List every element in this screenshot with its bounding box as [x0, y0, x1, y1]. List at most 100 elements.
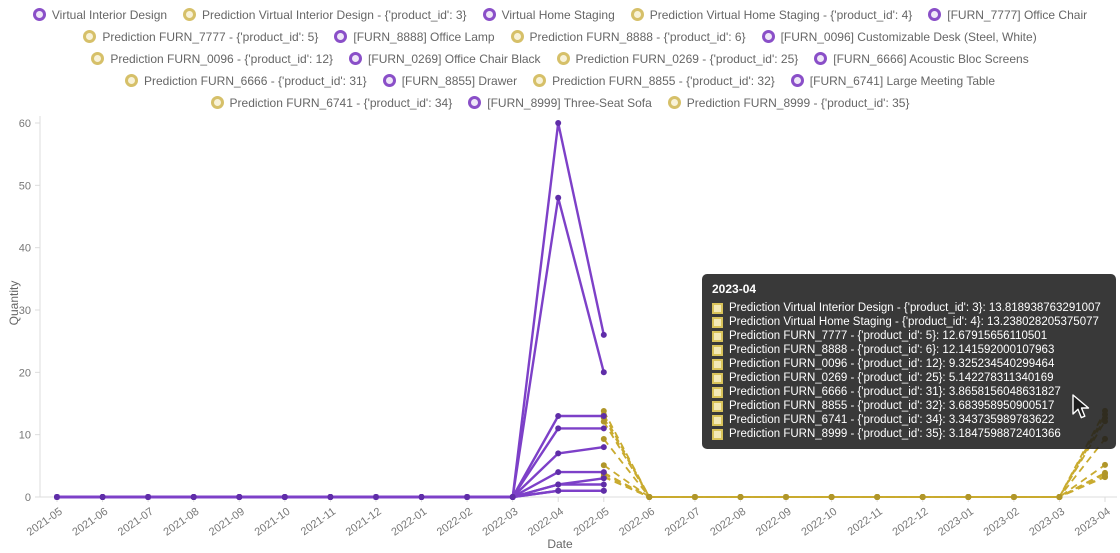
x-tick-label: 2021-07 [116, 506, 156, 539]
legend-item-label: [FURN_8999] Three-Seat Sofa [487, 95, 652, 110]
x-tick-label: 2021-09 [207, 506, 247, 539]
legend-item-label: Prediction FURN_7777 - {'product_id': 5} [102, 29, 319, 44]
x-tick-label: 2022-03 [480, 506, 520, 539]
data-point [1010, 494, 1017, 500]
legend-item[interactable]: Prediction FURN_0096 - {'product_id': 12… [91, 50, 333, 67]
tooltip-row-text: Prediction FURN_6666 - {'product_id': 31… [729, 386, 1061, 398]
legend-item[interactable]: Prediction FURN_6741 - {'product_id': 34… [210, 94, 453, 111]
tooltip-series-swatch-icon [712, 316, 723, 328]
data-point [919, 494, 926, 500]
tooltip-series-swatch-icon [712, 330, 723, 342]
data-point [828, 494, 835, 500]
legend-item[interactable]: [FURN_6666] Acoustic Bloc Screens [814, 50, 1029, 67]
legend-marker-prediction-icon [124, 74, 138, 87]
legend-item-label: Prediction FURN_8855 - {'product_id': 32… [552, 73, 775, 88]
x-tick-label: 2021-12 [344, 506, 384, 539]
y-tick-label: 50 [19, 180, 31, 192]
legend-item-label: Virtual Interior Design [51, 7, 168, 22]
legend-item[interactable]: Prediction FURN_6666 - {'product_id': 31… [124, 72, 367, 89]
tooltip-row: Prediction Virtual Interior Design - {'p… [712, 302, 1106, 314]
data-point [54, 494, 60, 500]
data-point [236, 494, 243, 500]
legend-marker-prediction-icon [83, 30, 97, 43]
mouse-cursor-icon [1072, 394, 1090, 419]
legend-item[interactable]: Prediction FURN_7777 - {'product_id': 5} [83, 28, 318, 45]
legend-item-label: Prediction FURN_8888 - {'product_id': 6} [529, 29, 746, 44]
legend-item[interactable]: Prediction FURN_8855 - {'product_id': 32… [533, 72, 775, 89]
legend-item[interactable]: Prediction FURN_8888 - {'product_id': 6} [510, 28, 746, 45]
tooltip-row-text: Prediction FURN_8888 - {'product_id': 6}… [729, 344, 1055, 356]
legend-item-label: [FURN_6741] Large Meeting Table [809, 73, 996, 88]
legend-item[interactable]: Virtual Home Staging [482, 6, 615, 23]
series-line [57, 445, 604, 499]
legend-item-label: Prediction FURN_6666 - {'product_id': 31… [143, 73, 367, 88]
tooltip-row: Prediction FURN_0269 - {'product_id': 25… [712, 372, 1106, 384]
legend-item-label: Prediction Virtual Interior Design - {'p… [202, 7, 467, 22]
data-point [600, 444, 607, 451]
legend-marker-actual-icon [334, 30, 348, 43]
data-point [600, 462, 607, 469]
tooltip-row-text: Prediction FURN_0096 - {'product_id': 12… [729, 358, 1055, 370]
legend-item-label: Prediction FURN_0269 - {'product_id': 25… [575, 51, 799, 66]
legend-marker-actual-icon [482, 8, 496, 21]
legend-item[interactable]: [FURN_0269] Office Chair Black [349, 50, 541, 67]
x-tick-label: 2023-02 [982, 506, 1022, 539]
data-point [783, 494, 789, 500]
legend-item[interactable]: Prediction Virtual Home Staging - {'prod… [630, 6, 913, 23]
y-tick-label: 30 [19, 305, 31, 317]
series-line [603, 464, 1106, 498]
data-point [600, 481, 607, 488]
data-point [600, 331, 607, 338]
data-point [555, 120, 562, 126]
tooltip-series-swatch-icon [712, 414, 723, 426]
data-point [600, 425, 607, 432]
x-tick-label: 2021-08 [161, 506, 201, 539]
legend-item[interactable]: Prediction FURN_8999 - {'product_id': 35… [667, 94, 910, 111]
data-point [600, 418, 607, 425]
tooltip-row-text: Prediction FURN_8999 - {'product_id': 35… [729, 428, 1061, 440]
legend-item[interactable]: [FURN_6741] Large Meeting Table [790, 72, 996, 89]
tooltip-series-swatch-icon [712, 302, 723, 314]
legend-item[interactable]: [FURN_8999] Three-Seat Sofa [468, 94, 652, 111]
legend-marker-prediction-icon [667, 96, 681, 109]
tooltip-series-swatch-icon [712, 386, 723, 398]
legend-item-label: Prediction FURN_6741 - {'product_id': 34… [229, 95, 453, 110]
legend: Virtual Interior Design Prediction Virtua… [0, 6, 1120, 111]
legend-marker-prediction-icon [183, 8, 197, 21]
data-point [373, 494, 379, 500]
data-point [1056, 494, 1063, 500]
legend-item-label: Prediction Virtual Home Staging - {'prod… [649, 7, 913, 22]
data-point [874, 494, 881, 500]
x-tick-label: 2022-08 [708, 506, 748, 539]
x-tick-label: 2022-05 [572, 506, 612, 539]
data-point [1102, 474, 1108, 481]
legend-item[interactable]: Prediction Virtual Interior Design - {'p… [183, 6, 467, 23]
x-tick-label: 2023-03 [1027, 506, 1067, 539]
legend-item-label: Prediction FURN_8999 - {'product_id': 35… [686, 95, 910, 110]
tooltip-row-text: Prediction FURN_8855 - {'product_id': 32… [729, 400, 1055, 412]
y-tick-label: 40 [19, 243, 31, 255]
legend-item[interactable]: [FURN_8855] Drawer [382, 72, 517, 89]
data-point [145, 494, 152, 500]
legend-item-label: [FURN_7777] Office Chair [947, 7, 1088, 22]
legend-item-label: [FURN_8888] Office Lamp [353, 29, 495, 44]
legend-item[interactable]: [FURN_0096] Customizable Desk (Steel, Wh… [761, 28, 1037, 45]
legend-item[interactable]: Prediction FURN_0269 - {'product_id': 25… [556, 50, 799, 67]
legend-item-label: Virtual Home Staging [501, 7, 615, 22]
data-point [600, 469, 607, 476]
data-point [555, 481, 562, 488]
x-tick-label: 2022-06 [617, 506, 657, 539]
data-point [691, 494, 698, 500]
legend-marker-prediction-icon [556, 52, 570, 65]
legend-marker-actual-icon [468, 96, 482, 109]
legend-item[interactable]: [FURN_8888] Office Lamp [334, 28, 495, 45]
legend-item[interactable]: [FURN_7777] Office Chair [928, 6, 1087, 23]
data-point [555, 450, 562, 457]
x-tick-label: 2023-01 [936, 506, 976, 539]
legend-item[interactable]: Virtual Interior Design [32, 6, 168, 23]
data-point [646, 494, 653, 500]
legend-marker-actual-icon [790, 74, 804, 87]
legend-marker-prediction-icon [533, 74, 547, 87]
